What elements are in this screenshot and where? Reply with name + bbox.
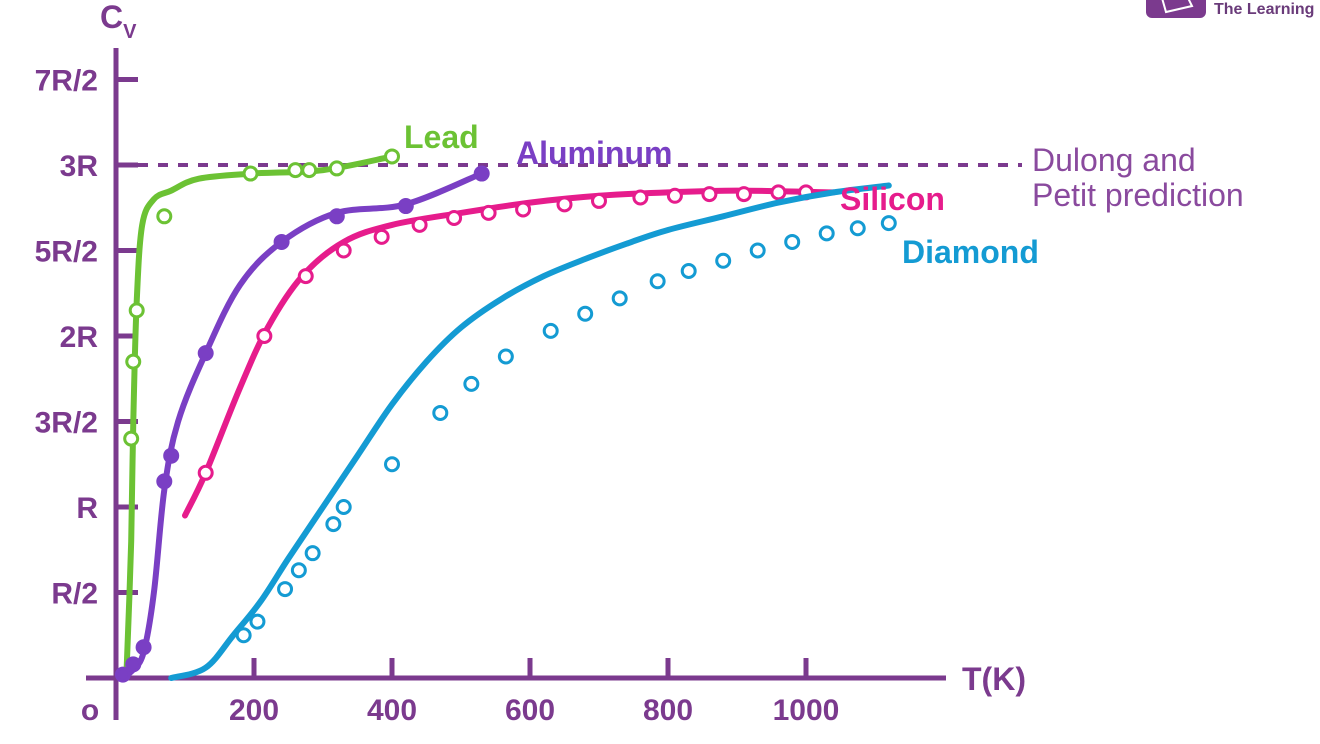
series-layer [114,148,897,683]
data-point-diamond [249,613,266,630]
data-point-lead [156,208,173,225]
x-tick-label: 800 [643,694,693,727]
y-tick-label: R [76,492,98,525]
y-axis-title: CV [100,0,137,43]
data-point-aluminum [328,208,345,225]
data-point-aluminum [273,233,290,250]
data-point-diamond [497,348,514,365]
data-point-silicon [297,268,314,285]
data-point-diamond [880,215,897,232]
series-label-lead: Lead [404,119,479,155]
data-point-diamond [784,233,801,250]
data-point-diamond [277,581,294,598]
series-label-aluminum: Aluminum [516,135,672,171]
y-axis-title-subscript: V [123,21,137,43]
data-point-diamond [818,225,835,242]
reference-line-label: Dulong and Petit prediction [1032,142,1244,213]
reference-line-label-line-1: Dulong and [1032,142,1196,178]
data-point-silicon [701,186,718,203]
data-point-diamond [611,290,628,307]
x-tick-label: o [81,694,99,727]
y-axis-ticks: R/2 R 3R/2 2R 5R/2 3R 7R/2 [35,65,138,611]
data-point-aluminum [125,656,142,673]
data-point-aluminum [473,165,490,182]
reference-line-label-line-2: Petit prediction [1032,177,1244,213]
data-point-silicon [591,192,607,209]
data-point-diamond [715,252,732,269]
data-point-diamond [384,456,400,473]
data-point-aluminum [156,473,173,490]
data-point-lead [384,148,400,165]
data-point-silicon [666,187,683,204]
data-point-lead [287,162,304,179]
x-tick-label: 600 [505,694,555,727]
data-point-diamond [749,242,766,259]
data-point-diamond [304,545,321,562]
publisher-logo: The Learning [1146,0,1314,18]
data-point-silicon [735,186,752,203]
data-point-diamond [235,627,252,644]
data-point-lead [128,302,145,319]
data-point-aluminum [163,447,180,464]
y-tick-label: 2R [60,321,99,354]
data-point-diamond [325,516,342,533]
data-point-lead [125,353,142,370]
logo-mark [1161,0,1194,14]
data-point-aluminum [397,198,414,215]
y-tick-label: 5R/2 [35,236,98,269]
y-tick-label: 7R/2 [35,65,98,98]
data-point-diamond [680,263,697,280]
series-line-aluminum [119,170,485,681]
data-point-silicon [335,242,352,259]
series-lead [123,148,400,681]
y-tick-label: R/2 [51,578,98,611]
series-line-diamond [168,182,892,681]
data-point-silicon [632,189,649,206]
data-point-lead [242,165,259,182]
data-point-silicon [480,204,497,221]
x-axis-title: T(K) [962,661,1026,697]
data-point-diamond [335,499,352,515]
data-point-diamond [577,305,594,322]
series-diamond [168,182,897,681]
data-point-silicon [373,228,390,245]
data-point-diamond [432,404,449,421]
y-axis-title-main: C [100,0,123,35]
data-point-lead [301,162,318,179]
data-point-diamond [849,220,866,237]
data-point-aluminum [135,639,152,656]
data-point-diamond [542,322,559,339]
x-tick-label: 200 [229,694,279,727]
data-point-silicon [411,216,428,233]
data-point-silicon [770,184,787,201]
y-tick-label: 3R/2 [35,407,98,440]
data-point-aluminum [114,666,131,683]
series-aluminum [114,165,490,683]
data-point-aluminum [197,345,214,362]
data-point-silicon [556,196,573,213]
data-point-diamond [649,273,666,290]
x-axis-ticks: o 200 400 600 800 1000 [81,658,840,727]
series-label-silicon: Silicon [840,181,945,217]
data-point-silicon [256,328,273,344]
data-point-silicon [197,464,214,481]
series-label-diamond: Diamond [902,234,1039,270]
x-tick-label: 1000 [773,694,840,727]
x-tick-label: 400 [367,694,417,727]
y-tick-label: 3R [60,150,99,183]
series-line-lead [123,153,395,681]
logo-text: The Learning [1214,1,1314,18]
data-point-silicon [446,210,463,227]
data-point-diamond [463,375,480,392]
data-point-lead [328,160,345,177]
data-point-silicon [515,201,532,218]
data-point-lead [123,430,140,447]
data-point-diamond [290,562,307,579]
